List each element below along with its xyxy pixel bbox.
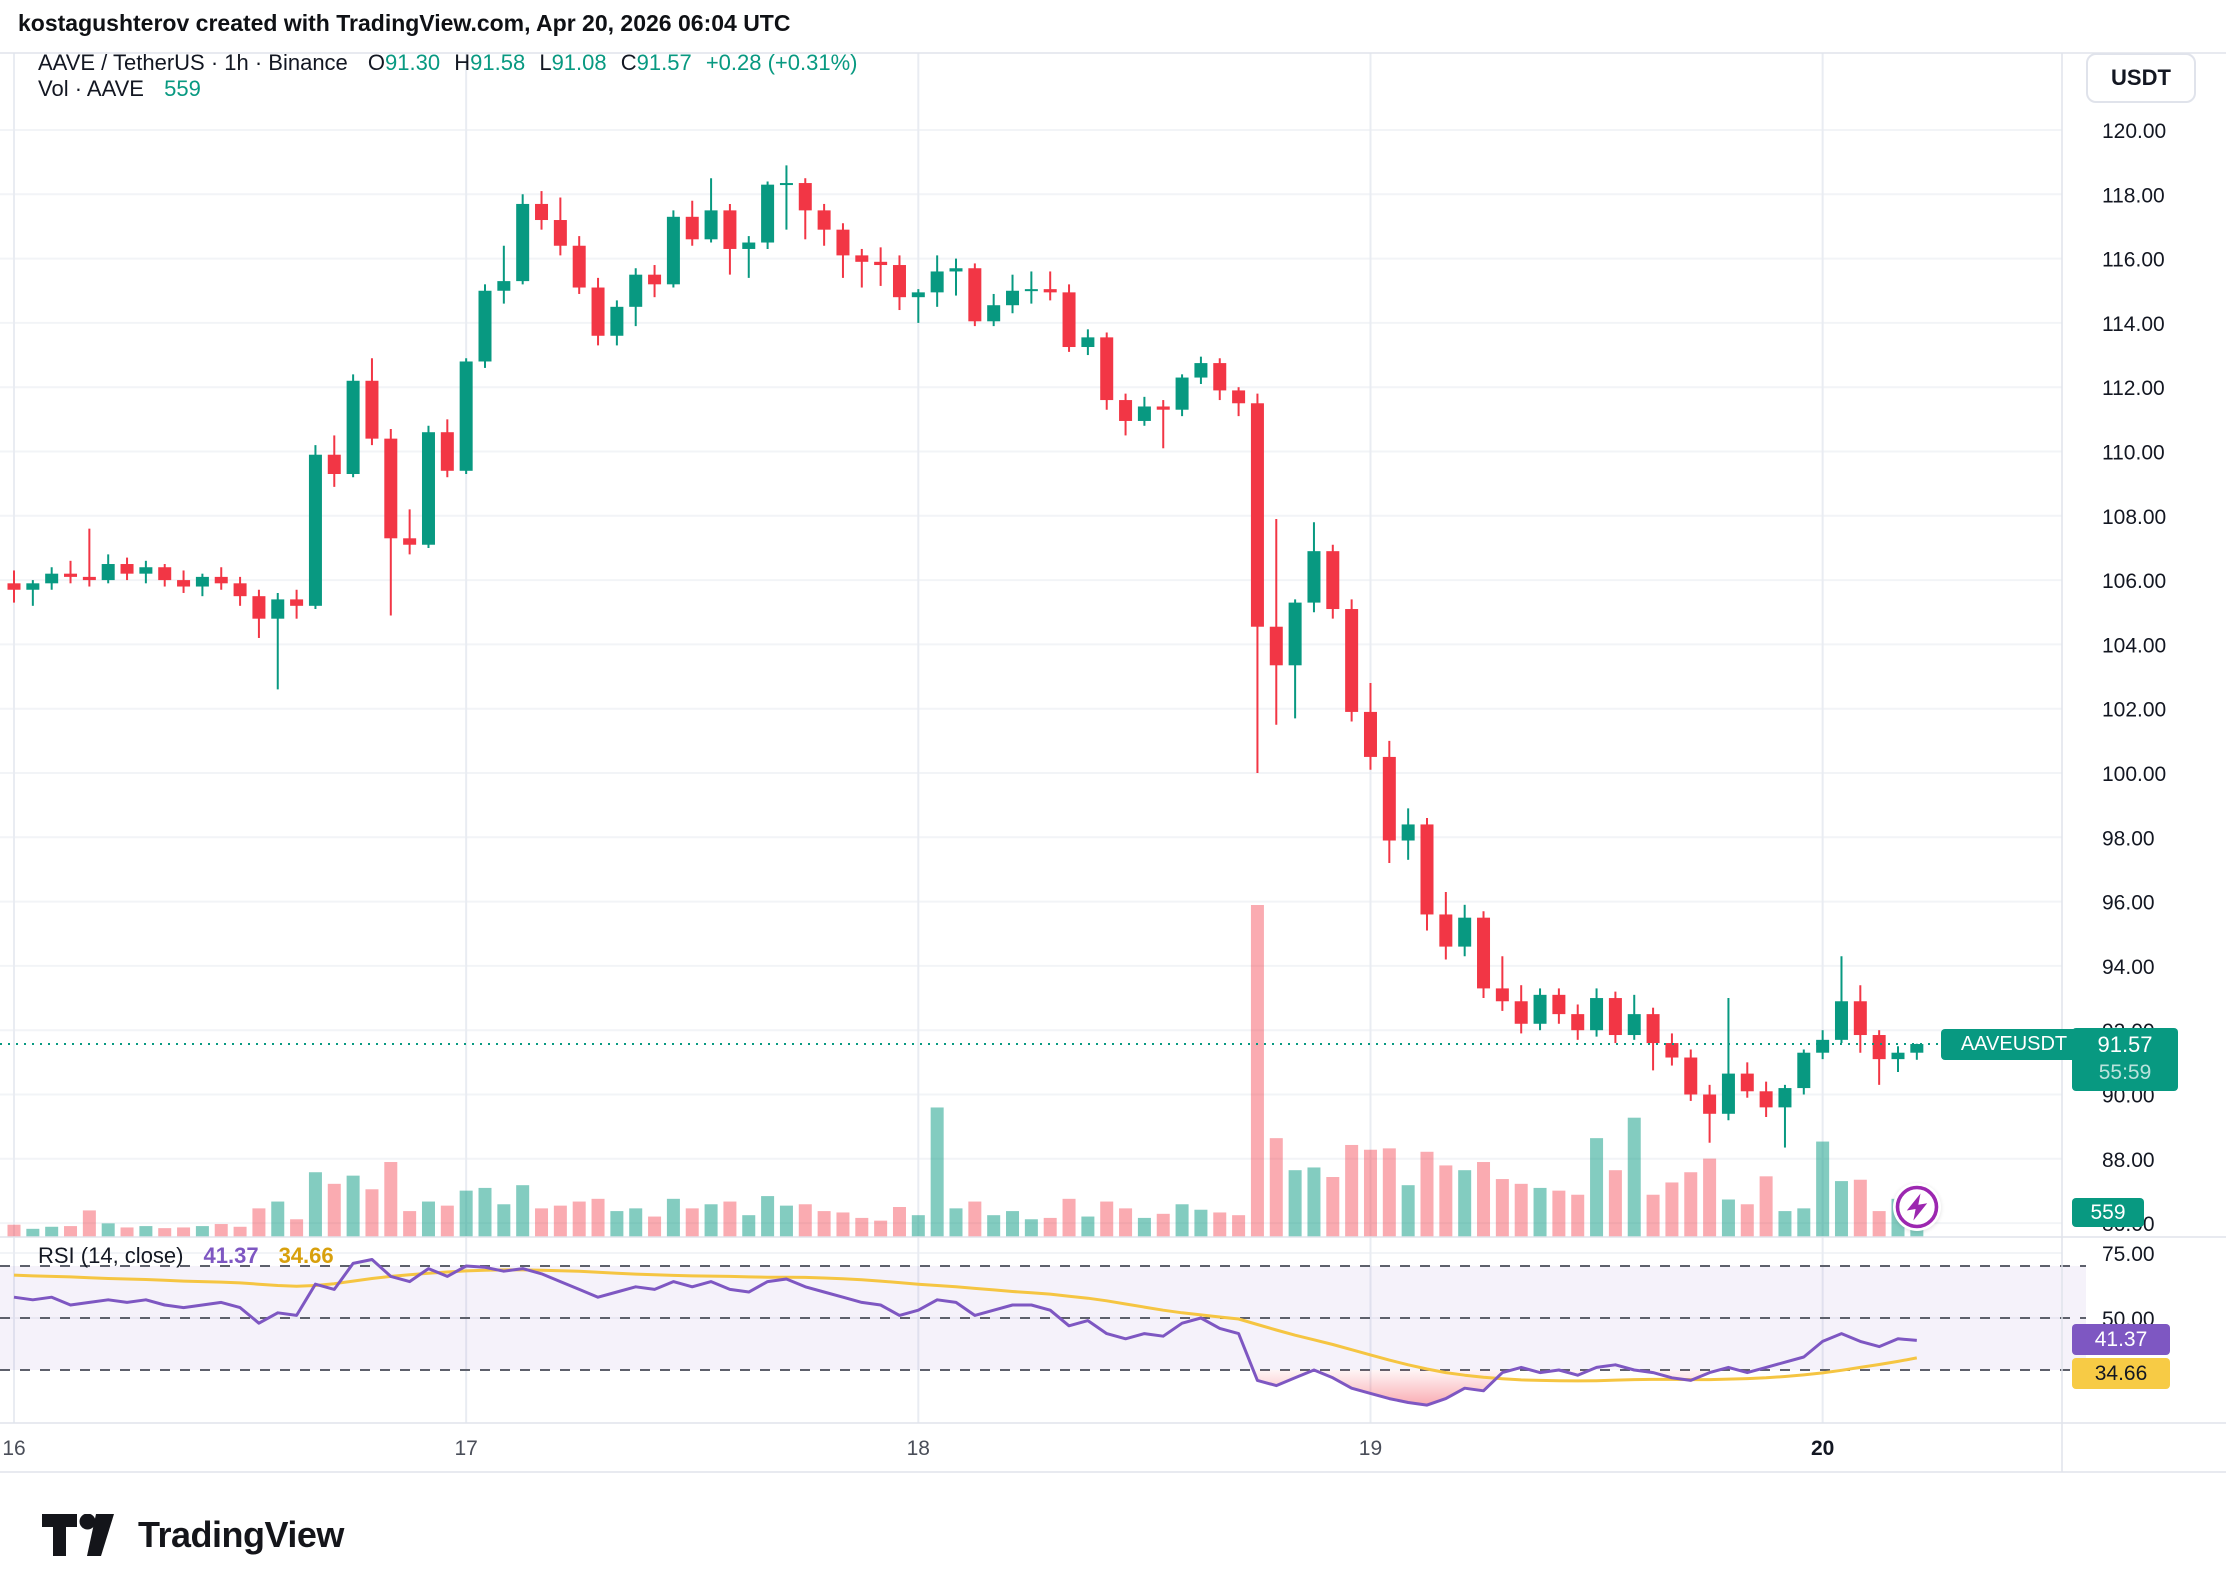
svg-text:112.00: 112.00 [2102,377,2165,400]
last-price-tag: 91.57 55:59 [2072,1028,2178,1091]
tradingview-logo[interactable]: TradingView [42,1514,344,1556]
svg-text:120.00: 120.00 [2102,120,2166,143]
lightning-icon [1895,1185,1939,1229]
close-label: C [620,50,637,75]
low-value: 91.08 [551,50,607,75]
svg-text:75.00: 75.00 [2102,1243,2155,1266]
svg-text:20: 20 [1811,1437,1834,1460]
price-line-symbol-label: AAVEUSDT [1941,1029,2087,1060]
svg-text:104.00: 104.00 [2102,634,2166,657]
high-label: H [454,50,471,75]
change-value: +0.28 (+0.31%) [705,50,858,75]
tradingview-logo-text: TradingView [138,1514,344,1555]
rsi-title: RSI (14, close) [38,1243,184,1268]
rsi-ma-value: 34.66 [278,1243,334,1268]
symbol-title[interactable]: AAVE / TetherUS · 1h · Binance [38,50,348,75]
svg-text:110.00: 110.00 [2102,442,2165,465]
rsi-axis-badge: 41.37 [2072,1324,2170,1355]
high-value: 91.58 [470,50,526,75]
rsi-legend[interactable]: RSI (14, close) 41.37 34.66 [38,1243,334,1269]
svg-text:102.00: 102.00 [2102,699,2166,722]
svg-text:114.00: 114.00 [2102,313,2165,336]
close-value: 91.57 [636,50,692,75]
svg-text:100.00: 100.00 [2102,763,2166,786]
svg-text:108.00: 108.00 [2102,506,2166,529]
open-label: O [367,50,386,75]
open-value: 91.30 [385,50,441,75]
volume-label: Vol · AAVE [38,76,144,101]
low-label: L [539,50,552,75]
rsi-value: 41.37 [203,1243,259,1268]
rsi-ma-axis-badge: 34.66 [2072,1358,2170,1389]
svg-text:17: 17 [454,1437,477,1460]
bar-countdown: 55:59 [2098,1061,2152,1084]
svg-text:106.00: 106.00 [2102,570,2166,593]
volume-legend[interactable]: Vol · AAVE 559 [38,76,201,102]
svg-text:96.00: 96.00 [2102,892,2155,915]
svg-text:88.00: 88.00 [2102,1149,2155,1172]
volume-axis-tag: 559 [2072,1198,2144,1227]
last-price-value: 91.57 [2097,1032,2153,1057]
svg-text:94.00: 94.00 [2102,956,2155,979]
symbol-legend[interactable]: AAVE / TetherUS · 1h · Binance O91.30 H9… [38,50,858,76]
instant-order-button[interactable] [1893,1183,1941,1231]
svg-text:116.00: 116.00 [2102,249,2165,272]
attribution-header: kostagushterov created with TradingView.… [18,10,791,36]
svg-text:98.00: 98.00 [2102,827,2155,850]
svg-text:18: 18 [907,1437,930,1460]
svg-text:118.00: 118.00 [2102,184,2165,207]
svg-text:16: 16 [2,1437,25,1460]
svg-text:19: 19 [1359,1437,1382,1460]
currency-toggle-button[interactable]: USDT [2086,53,2196,103]
tradingview-logo-icon [42,1514,114,1556]
volume-value: 559 [164,76,201,101]
